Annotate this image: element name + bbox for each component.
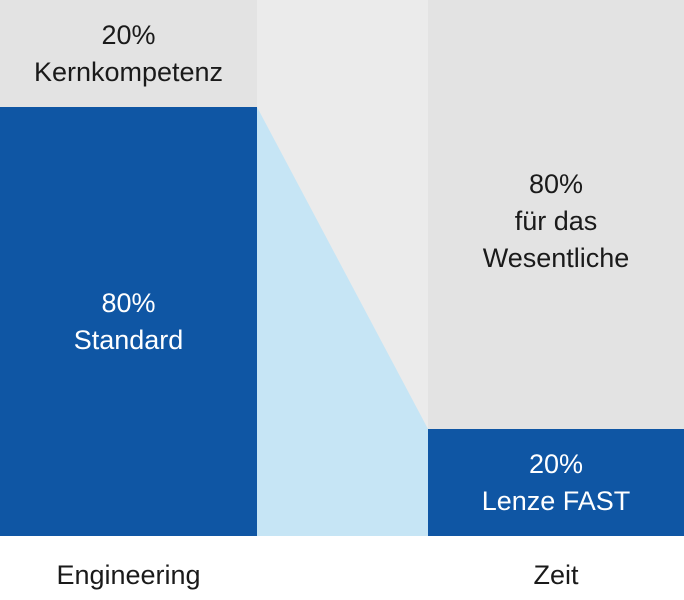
segment-standard: 80% Standard	[0, 107, 257, 536]
segment-lenze-fast: 20% Lenze FAST	[428, 429, 684, 536]
segment-label: Kernkompetenz	[33, 56, 224, 87]
segment-label-line1: für das	[514, 206, 598, 236]
segment-wesentliche: 80% für das Wesentliche	[428, 0, 684, 429]
percent-label: 80%	[101, 287, 156, 318]
axis-label-engineering: Engineering	[56, 560, 201, 590]
segment-kernkompetenz: 20% Kernkompetenz	[0, 0, 257, 107]
segment-label: Lenze FAST	[481, 485, 631, 516]
axis-label-zeit: Zeit	[533, 560, 579, 590]
segment-label: Standard	[73, 324, 184, 355]
segment-label-line2: Wesentliche	[482, 243, 630, 273]
percent-label: 20%	[528, 448, 584, 479]
percent-label: 20%	[101, 19, 156, 50]
percent-label: 80%	[528, 169, 584, 199]
